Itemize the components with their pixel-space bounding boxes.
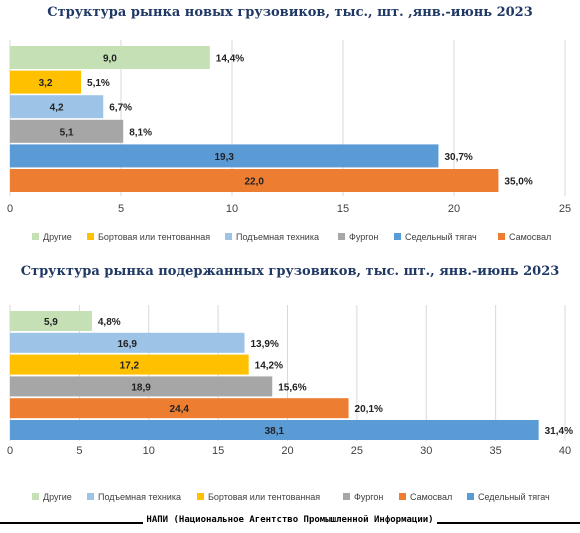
- legend-swatch-lifting: [87, 493, 94, 500]
- x-tick-label: 10: [143, 445, 155, 457]
- footer: НАПИ (Национальное Агентство Промышленно…: [0, 514, 580, 530]
- legend-label-flatbed: Бортовая или тентованная: [98, 232, 210, 242]
- bar-value-label: 19,3: [214, 152, 234, 163]
- legend-swatch-flatbed: [87, 233, 94, 240]
- legend-swatch-dump-truck: [399, 493, 406, 500]
- legend-swatch-van: [343, 493, 350, 500]
- legend-label-lifting: Подъемная техника: [98, 492, 181, 502]
- x-tick-label: 25: [351, 445, 363, 457]
- x-tick-label: 25: [559, 203, 571, 215]
- bar-other: [10, 46, 210, 69]
- legend-label-tractor: Седельный тягач: [478, 492, 550, 502]
- legend-label-lifting: Подъемная техника: [236, 232, 319, 242]
- bar-share-label: 5,1%: [87, 78, 110, 89]
- bar-value-label: 38,1: [265, 426, 285, 437]
- x-tick-label: 30: [420, 445, 432, 457]
- x-tick-label: 10: [226, 203, 238, 215]
- legend-label-other: Другие: [43, 492, 72, 502]
- x-tick-label: 20: [448, 203, 460, 215]
- bar-share-label: 4,8%: [98, 317, 121, 328]
- bar-value-label: 24,4: [170, 404, 190, 415]
- chart-1-title: Структура рынка новых грузовиков, тыс., …: [47, 5, 533, 20]
- legend-label-flatbed: Бортовая или тентованная: [208, 492, 320, 502]
- bar-other: [10, 311, 92, 331]
- bar-share-label: 14,2%: [255, 361, 283, 372]
- legend-label-tractor: Седельный тягач: [405, 232, 477, 242]
- bar-dump-truck: [10, 169, 499, 192]
- legend-swatch-lifting: [225, 233, 232, 240]
- chart-2-title: Структура рынка подержанных грузовиков, …: [20, 264, 560, 279]
- legend-swatch-flatbed: [197, 493, 204, 500]
- bar-flatbed: [10, 354, 249, 375]
- bar-lifting: [10, 95, 104, 119]
- bar-tractor: [10, 420, 539, 440]
- legend-swatch-dump-truck: [498, 233, 505, 240]
- legend-swatch-other: [32, 493, 39, 500]
- bar-share-label: 31,4%: [545, 426, 573, 437]
- legend-swatch-van: [338, 233, 345, 240]
- bar-value-label: 3,2: [39, 78, 53, 89]
- x-tick-label: 5: [118, 203, 124, 215]
- legend-swatch-tractor: [467, 493, 474, 500]
- bar-dump-truck: [10, 398, 349, 419]
- x-tick-label: 20: [281, 445, 293, 457]
- legend-label-dump-truck: Самосвал: [410, 492, 452, 502]
- x-tick-label: 15: [212, 445, 224, 457]
- bar-value-label: 9,0: [103, 54, 117, 65]
- bar-van: [10, 119, 124, 143]
- chart-used-trucks: 0 5 10 15 20 25 30 35 40 5,9 4,8% 16,9 13,9% 17,2 14,2…: [7, 305, 573, 502]
- bar-value-label: 17,2: [120, 361, 140, 372]
- x-tick-label: 0: [7, 203, 13, 215]
- bar-share-label: 14,4%: [216, 54, 244, 65]
- legend-label-dump-truck: Самосвал: [509, 232, 551, 242]
- bar-lifting: [10, 332, 245, 353]
- bar-tractor: [10, 144, 439, 168]
- bar-share-label: 13,9%: [250, 339, 278, 350]
- x-tick-label: 40: [559, 445, 571, 457]
- bar-flatbed: [10, 70, 82, 94]
- bar-value-label: 5,9: [44, 317, 58, 328]
- x-tick-label: 5: [76, 445, 82, 457]
- bar-share-label: 30,7%: [444, 152, 472, 163]
- footer-source-label: НАПИ (Национальное Агентство Промышленно…: [143, 515, 437, 525]
- bar-van: [10, 376, 273, 397]
- bar-value-label: 16,9: [118, 339, 138, 350]
- bar-value-label: 22,0: [244, 177, 264, 188]
- x-tick-label: 15: [337, 203, 349, 215]
- bar-share-label: 15,6%: [278, 382, 306, 393]
- bar-share-label: 35,0%: [504, 177, 532, 188]
- bar-share-label: 8,1%: [129, 127, 152, 138]
- legend-swatch-other: [32, 233, 39, 240]
- bar-share-label: 20,1%: [355, 404, 383, 415]
- bar-share-label: 6,7%: [109, 103, 132, 114]
- legend-label-other: Другие: [43, 232, 72, 242]
- bar-value-label: 4,2: [50, 103, 64, 114]
- x-tick-label: 0: [7, 445, 13, 457]
- x-tick-label: 35: [490, 445, 502, 457]
- legend-label-van: Фургон: [354, 492, 383, 502]
- legend-label-van: Фургон: [349, 232, 378, 242]
- legend-swatch-tractor: [394, 233, 401, 240]
- chart-new-trucks: 0 5 10 15 20 25 9,0 14,4% 3,2 5,1% 4,2 6,7% 5,1 8,1% 1…: [7, 40, 571, 242]
- bar-value-label: 5,1: [60, 127, 74, 138]
- bar-value-label: 18,9: [131, 382, 151, 393]
